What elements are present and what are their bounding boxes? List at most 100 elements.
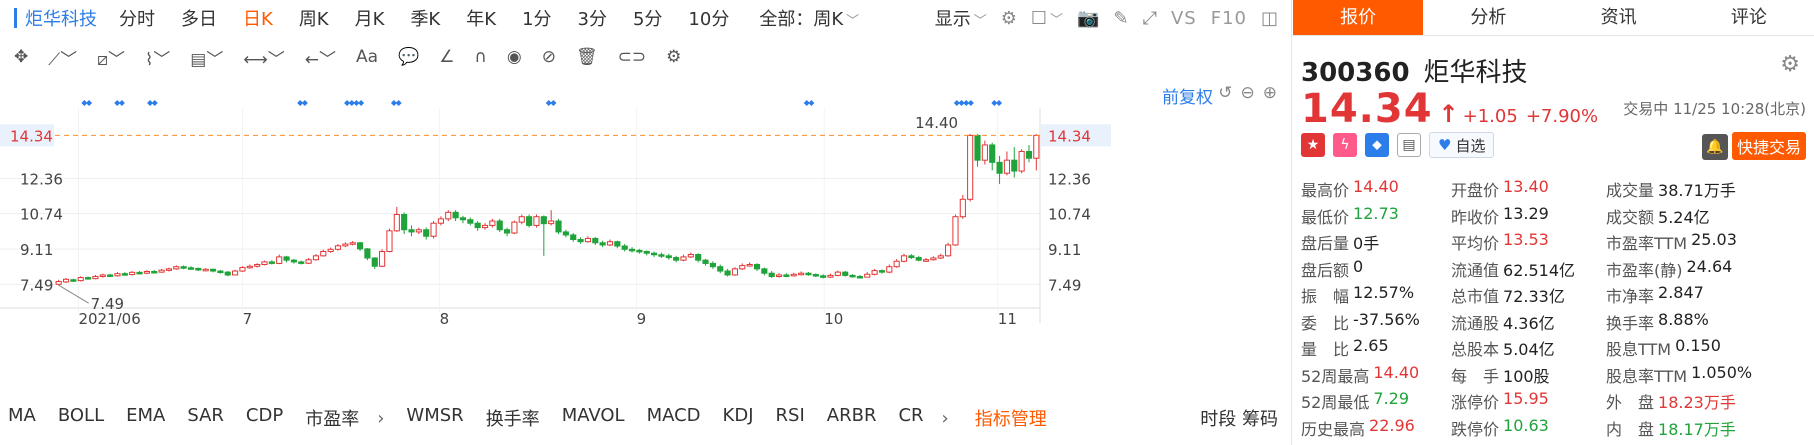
quick-trade-button[interactable]: 快捷交易 <box>1732 132 1806 160</box>
stock-title[interactable]: 炬华科技 <box>14 5 97 31</box>
indicator-main-1[interactable]: BOLL <box>57 405 105 426</box>
indicator-sub-6[interactable]: ARBR <box>826 405 877 426</box>
hide-icon[interactable]: ⊘ <box>541 47 556 67</box>
chevron-right-icon[interactable]: › <box>377 407 385 429</box>
display-menu[interactable]: 显示 ﹀ <box>934 9 987 30</box>
layout-icon[interactable]: ☐ ﹀ <box>1030 7 1064 29</box>
comment-icon[interactable]: 💬 <box>398 47 420 67</box>
period-tab-7[interactable]: 1分 <box>522 9 552 30</box>
indicator-main-4[interactable]: CDP <box>245 405 284 426</box>
indicator-main-0[interactable]: MA <box>8 405 36 426</box>
period-tab-9[interactable]: 5分 <box>632 9 663 30</box>
candle-body <box>768 272 775 277</box>
angle-icon[interactable]: ∠ <box>439 47 455 67</box>
vs-button[interactable]: VS <box>1170 7 1197 29</box>
wave-tool-icon[interactable]: ⌇﹀ <box>144 49 171 70</box>
quote-label: 内 盘 <box>1606 419 1655 439</box>
move-icon[interactable]: ✥ <box>14 47 29 67</box>
period-tab-1[interactable]: 多日 <box>181 9 217 30</box>
quote-label: 振 幅 <box>1301 287 1350 307</box>
indicator-manage-button[interactable]: 指标管理 <box>974 409 1047 430</box>
period-tab-6[interactable]: 年K <box>466 9 497 30</box>
eye-icon[interactable]: ◉ <box>506 47 522 67</box>
fib-tool-icon[interactable]: ▤﹀ <box>190 49 224 70</box>
candle-body <box>864 273 871 278</box>
settings-icon[interactable]: ⚙ <box>1000 7 1017 29</box>
gear-icon[interactable]: ⚙ <box>666 47 682 67</box>
period-tab-8[interactable]: 3分 <box>577 9 607 30</box>
candle-body <box>592 237 599 244</box>
quote-value: 2.847 <box>1658 283 1704 303</box>
link-icon[interactable]: ⊂⊃ <box>617 47 647 67</box>
adjust-mode[interactable]: 前复权 <box>1162 88 1213 108</box>
add-watchlist-button[interactable]: ♥ 自选 <box>1429 132 1495 158</box>
chevron-right-icon[interactable]: › <box>941 407 949 429</box>
period-tab-4[interactable]: 月K <box>354 9 385 30</box>
undo-icon[interactable]: ↺ <box>1218 83 1233 103</box>
candle-body <box>533 216 540 226</box>
quote-cell: 市净率 2.847 <box>1606 283 1811 307</box>
candle-body <box>136 271 143 275</box>
quote-tab-0[interactable]: 报价 <box>1293 0 1424 35</box>
candle-body <box>55 280 62 285</box>
indicator-main-2[interactable]: EMA <box>126 405 166 426</box>
candle-body <box>77 277 84 282</box>
arrow-tool-icon[interactable]: ←﹀ <box>304 49 336 70</box>
quote-cell: 流通值 62.514亿 <box>1451 257 1606 281</box>
magnet-icon[interactable]: ∩ <box>474 47 487 67</box>
indicator-sub-0[interactable]: WMSR <box>406 405 464 426</box>
period-tab-5[interactable]: 季K <box>410 9 441 30</box>
candle-body <box>606 241 614 246</box>
indicator-sub-5[interactable]: RSI <box>775 405 805 426</box>
indicator-sub-3[interactable]: MACD <box>646 405 701 426</box>
candle-body <box>761 268 768 274</box>
indicator-sub-7[interactable]: CR <box>898 405 924 426</box>
channel-tool-icon[interactable]: ⧄﹀ <box>97 49 125 70</box>
indicator-sub-4[interactable]: KDJ <box>722 405 754 426</box>
shortcut-icon[interactable]: ϟ <box>1333 133 1357 157</box>
candle-body <box>636 249 643 253</box>
zoom-in-icon[interactable]: ⊕ <box>1262 83 1277 103</box>
period-tab-3[interactable]: 周K <box>298 9 329 30</box>
trash-icon[interactable]: 🗑 <box>575 47 598 67</box>
candle-body <box>805 272 812 276</box>
indicator-main-5[interactable]: 市盈率 <box>305 409 360 430</box>
candle-body <box>437 218 444 224</box>
period-tab-2[interactable]: 日K <box>243 9 273 30</box>
period-tab-0[interactable]: 分时 <box>119 9 155 30</box>
indicator-sub-1[interactable]: 换手率 <box>485 409 540 430</box>
candle-body <box>386 230 393 252</box>
note-icon[interactable]: ▤ <box>1397 133 1421 157</box>
zoom-out-icon[interactable]: ⊖ <box>1240 83 1255 103</box>
pen-icon[interactable]: ✎ <box>1113 7 1129 29</box>
range-tool-icon[interactable]: ⟷﹀ <box>243 49 285 70</box>
camera-icon[interactable]: 📷 <box>1077 7 1100 29</box>
candle-body <box>908 255 915 259</box>
range-select[interactable]: 全部：周K ﹀ <box>759 9 860 30</box>
f10-button[interactable]: F10 <box>1210 7 1247 29</box>
y-tick-label-left: 9.11 <box>20 241 53 259</box>
quote-tab-3[interactable]: 评论 <box>1730 7 1767 28</box>
tag-icon[interactable]: ⬥ <box>1365 133 1389 157</box>
fullscreen-icon[interactable]: ⤢ <box>1142 7 1157 29</box>
indicator-sub-2[interactable]: MAVOL <box>561 405 625 426</box>
line-tool-icon[interactable]: ⟋﹀ <box>48 49 78 70</box>
period-chip-buttons[interactable]: 时段 筹码 <box>1200 409 1278 430</box>
candle-body <box>834 271 841 276</box>
indicator-main-3[interactable]: SAR <box>187 405 224 426</box>
current-price-label-right: 14.34 <box>1048 127 1091 145</box>
quote-tab-1[interactable]: 分析 <box>1470 7 1507 28</box>
candle-body <box>900 255 908 262</box>
candle-body <box>974 134 981 161</box>
period-tab-10[interactable]: 10分 <box>688 9 730 30</box>
quote-tab-2[interactable]: 资讯 <box>1600 7 1637 28</box>
candle-body <box>254 264 261 267</box>
text-tool-icon[interactable]: Aa <box>355 47 379 67</box>
candle-body <box>959 198 966 218</box>
sidebar-toggle-icon[interactable]: ◫ <box>1260 7 1278 29</box>
x-tick-label: 10 <box>824 310 843 328</box>
bell-icon[interactable]: 🔔 <box>1702 134 1728 160</box>
event-marker-icon <box>958 100 965 106</box>
gear-icon[interactable]: ⚙ <box>1780 52 1800 77</box>
